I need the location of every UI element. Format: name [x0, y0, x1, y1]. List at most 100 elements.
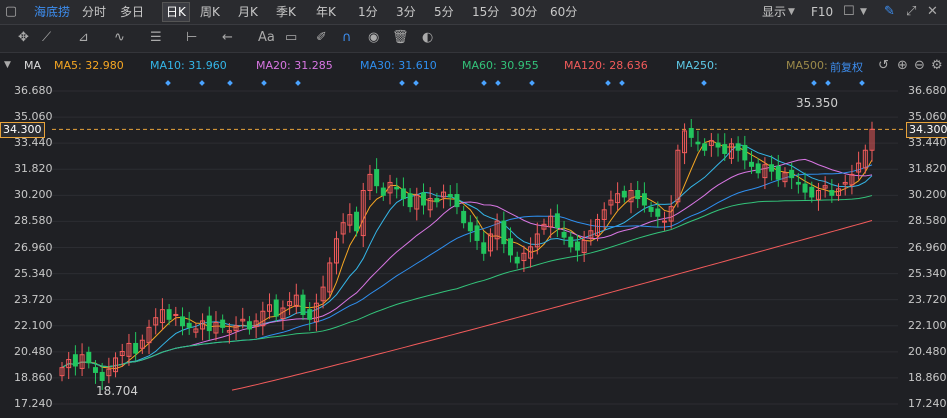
tab-1[interactable]: 多日: [120, 5, 145, 19]
adjust-mode[interactable]: 前复权: [830, 61, 863, 74]
candle-body: [534, 233, 540, 248]
ma-item-2[interactable]: MA20: 31.285: [256, 59, 333, 72]
candle-body: [722, 144, 728, 154]
fibonacci-icon[interactable]: ☰: [150, 30, 162, 45]
candle-body: [795, 181, 801, 185]
candle-body: [380, 187, 386, 196]
tab-9[interactable]: 5分: [434, 5, 454, 19]
kline-chart[interactable]: [0, 78, 947, 418]
close-icon[interactable]: ✕: [927, 4, 938, 19]
ma-item-5[interactable]: MA120: 28.636: [564, 59, 648, 72]
drawing-toolbar: ✥ ⟋ ⊿ ∿ ☰ ⊢ ← Aa ▭ ✐ ∩ ◉ 🗑 ◐: [0, 25, 947, 53]
candle-body: [661, 220, 667, 223]
candle-body: [193, 328, 199, 333]
undo-icon[interactable]: ↺: [878, 58, 889, 73]
zoom-out-icon[interactable]: ⊖: [914, 58, 925, 73]
candle-body: [59, 367, 65, 377]
y-axis-label: 26.960: [908, 240, 947, 254]
tab-6[interactable]: 年K: [316, 5, 336, 19]
wave-tool-icon[interactable]: ∿: [114, 30, 125, 45]
y-axis-label: 22.100: [14, 318, 53, 332]
tab-10[interactable]: 15分: [472, 5, 500, 19]
candle-body: [86, 351, 92, 364]
magnet-icon[interactable]: ∩: [342, 30, 352, 45]
candle-body: [675, 149, 681, 203]
candle-body: [608, 199, 614, 206]
candle-body: [333, 238, 339, 264]
candle-body: [749, 161, 754, 167]
text-tool-icon[interactable]: Aa: [258, 30, 275, 45]
candle-body: [146, 326, 152, 344]
candle-body: [481, 242, 487, 254]
candle-body: [220, 319, 226, 328]
candle-body: [273, 299, 279, 317]
chevron-down-icon[interactable]: ▼: [788, 7, 795, 17]
candle-body: [842, 181, 848, 185]
ma-item-1[interactable]: MA10: 31.960: [150, 59, 227, 72]
checkbox-icon[interactable]: ☐: [843, 4, 855, 19]
range-tool-icon[interactable]: ⊢: [186, 30, 198, 45]
current-price-left: 34.300: [0, 122, 45, 138]
tab-7[interactable]: 1分: [358, 5, 378, 19]
candle-body: [233, 325, 239, 332]
display-menu[interactable]: 显示: [762, 5, 787, 19]
pen-icon[interactable]: ✎: [884, 4, 895, 19]
trash-icon[interactable]: 🗑: [392, 30, 409, 45]
candle-body: [849, 173, 855, 186]
settings-icon[interactable]: ⚙: [931, 58, 943, 73]
candle-body: [822, 185, 828, 189]
candle-body: [815, 190, 821, 200]
chevron-down-icon[interactable]: ▼: [860, 7, 867, 17]
candle-body: [487, 233, 493, 252]
ma-item-6[interactable]: MA250:: [676, 59, 718, 72]
channel-tool-icon[interactable]: ⊿: [78, 30, 89, 45]
comment-icon[interactable]: ▭: [285, 30, 298, 45]
tab-8[interactable]: 3分: [396, 5, 416, 19]
ma-item-3[interactable]: MA30: 31.610: [360, 59, 437, 72]
eye-icon[interactable]: ◉: [368, 30, 380, 45]
tab-12[interactable]: 60分: [550, 5, 578, 19]
candle-body: [293, 294, 299, 307]
chevron-down-icon[interactable]: ▼: [4, 60, 11, 70]
candle-body: [327, 262, 333, 293]
y-axis-label: 18.860: [14, 370, 53, 384]
candle-body: [742, 144, 748, 161]
candle-body: [300, 294, 306, 315]
f10-button[interactable]: F10: [811, 5, 834, 19]
eraser-icon[interactable]: ✐: [316, 30, 327, 45]
window-icon[interactable]: ▢: [4, 4, 18, 19]
tab-11[interactable]: 30分: [510, 5, 538, 19]
zoom-in-icon[interactable]: ⊕: [897, 58, 908, 73]
tab-3[interactable]: 周K: [200, 5, 220, 19]
candle-body: [581, 239, 587, 253]
candle-body: [106, 368, 112, 377]
candle-body: [280, 307, 286, 320]
toggle-icon[interactable]: ◐: [422, 30, 434, 45]
ma-label[interactable]: MA: [24, 59, 42, 72]
line-tool-icon[interactable]: ⟋: [42, 30, 52, 45]
candle-body: [394, 186, 400, 190]
candle-body: [601, 209, 607, 220]
tab-0[interactable]: 分时: [82, 5, 107, 19]
candle-body: [354, 211, 360, 232]
y-axis-label: 30.200: [908, 188, 947, 202]
tab-2[interactable]: 日K: [162, 2, 190, 22]
stock-name[interactable]: 海底捞: [34, 5, 71, 19]
ma-item-7[interactable]: MA500:: [786, 59, 828, 72]
candle-body: [762, 164, 768, 179]
candle-body: [554, 213, 560, 229]
tab-5[interactable]: 季K: [276, 5, 296, 19]
expand-icon[interactable]: ⤢: [906, 4, 917, 19]
arrow-left-icon[interactable]: ←: [222, 30, 233, 45]
crosshair-move-icon[interactable]: ✥: [18, 30, 29, 45]
candle-body: [139, 339, 145, 349]
ma-item-4[interactable]: MA60: 30.955: [462, 59, 539, 72]
candle-body: [782, 172, 788, 183]
candle-body: [307, 309, 313, 320]
tab-4[interactable]: 月K: [238, 5, 258, 19]
ma-item-0[interactable]: MA5: 32.980: [54, 59, 124, 72]
candle-body: [246, 321, 252, 330]
low-annotation: 18.704: [96, 384, 138, 398]
candle-body: [313, 302, 319, 323]
candle-body: [226, 330, 232, 333]
